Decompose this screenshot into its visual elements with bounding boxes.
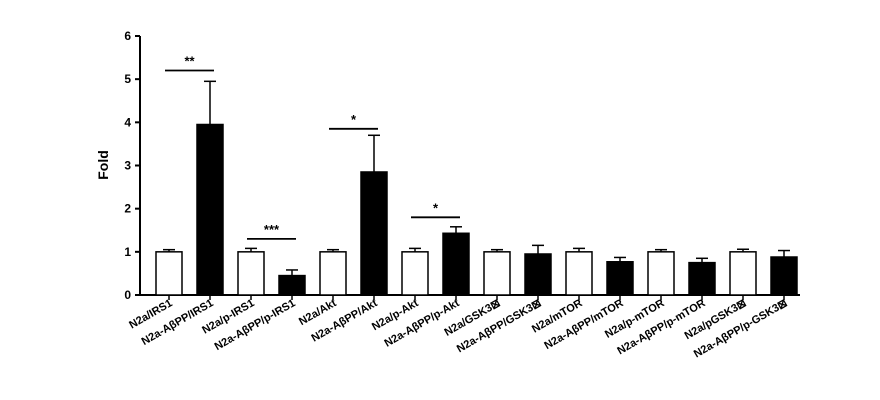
bar [606, 261, 634, 296]
significance-label: *** [264, 222, 280, 237]
bar [729, 251, 757, 296]
y-tick-label: 3 [124, 159, 131, 173]
bar [565, 251, 593, 296]
bar [196, 123, 224, 296]
bar [442, 232, 470, 296]
significance-label: * [433, 200, 439, 215]
category-labels: N2a/IRS1N2a-AβPP/IRS1N2a/p-IRS1N2a-AβPP/… [127, 297, 789, 360]
y-tick-label: 0 [124, 288, 131, 302]
y-tick-label: 1 [124, 245, 131, 259]
bar [524, 253, 552, 296]
bar [647, 251, 675, 296]
bar [401, 251, 429, 296]
bar [688, 261, 716, 296]
y-axis-label: Fold [95, 150, 111, 180]
bar [278, 274, 306, 296]
category-label: N2a-AβPP/IRS1 [140, 297, 216, 348]
bar [237, 251, 265, 296]
y-tick-label: 6 [124, 29, 131, 43]
bar [155, 251, 183, 296]
significance-annotations: ******* [165, 54, 460, 240]
significance-label: ** [184, 54, 195, 69]
chart-bars [155, 80, 798, 300]
significance-label: * [351, 112, 357, 127]
y-tick-label: 4 [124, 115, 131, 129]
bar [770, 256, 798, 296]
y-tick-label: 2 [124, 202, 131, 216]
bar [483, 251, 511, 296]
bar [319, 251, 347, 296]
y-tick-label: 5 [124, 72, 131, 86]
bar [360, 171, 388, 296]
